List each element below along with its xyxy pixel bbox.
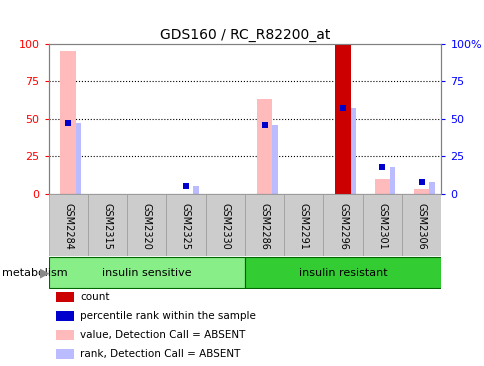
Text: GSM2286: GSM2286 <box>259 203 269 250</box>
Bar <box>389 167 394 194</box>
Bar <box>56 330 74 340</box>
Bar <box>127 194 166 256</box>
Bar <box>284 194 323 256</box>
Text: GSM2315: GSM2315 <box>102 203 112 250</box>
Bar <box>88 194 127 256</box>
Text: GSM2284: GSM2284 <box>63 203 73 250</box>
Bar <box>56 311 74 321</box>
Bar <box>323 194 362 256</box>
Bar <box>413 190 429 194</box>
Bar <box>401 194 440 256</box>
Bar <box>334 45 350 194</box>
Bar <box>76 123 81 194</box>
Text: GSM2291: GSM2291 <box>298 203 308 250</box>
Bar <box>334 45 350 194</box>
Text: GSM2306: GSM2306 <box>416 203 426 250</box>
Bar <box>256 100 272 194</box>
Bar <box>350 108 355 194</box>
Text: count: count <box>80 292 109 302</box>
Text: insulin resistant: insulin resistant <box>298 268 387 278</box>
Bar <box>244 194 284 256</box>
Bar <box>205 194 244 256</box>
Text: rank, Detection Call = ABSENT: rank, Detection Call = ABSENT <box>80 349 240 359</box>
Bar <box>48 257 244 288</box>
Bar <box>362 194 401 256</box>
Text: percentile rank within the sample: percentile rank within the sample <box>80 311 255 321</box>
Bar <box>244 257 440 288</box>
Bar <box>166 194 205 256</box>
Text: metabolism: metabolism <box>2 268 68 278</box>
Text: GSM2320: GSM2320 <box>141 203 151 250</box>
Text: value, Detection Call = ABSENT: value, Detection Call = ABSENT <box>80 330 245 340</box>
Bar <box>60 51 76 194</box>
Text: ▶: ▶ <box>40 266 50 279</box>
Bar <box>56 349 74 359</box>
Bar <box>272 125 277 194</box>
Text: insulin sensitive: insulin sensitive <box>102 268 191 278</box>
Text: GSM2301: GSM2301 <box>377 203 387 250</box>
Text: GSM2325: GSM2325 <box>181 203 191 250</box>
Title: GDS160 / RC_R82200_at: GDS160 / RC_R82200_at <box>159 27 330 41</box>
Bar <box>428 182 434 194</box>
Text: GSM2330: GSM2330 <box>220 203 230 250</box>
Bar <box>56 292 74 302</box>
Bar <box>374 179 390 194</box>
Text: GSM2296: GSM2296 <box>337 203 348 250</box>
Bar <box>48 194 88 256</box>
Bar <box>193 187 198 194</box>
